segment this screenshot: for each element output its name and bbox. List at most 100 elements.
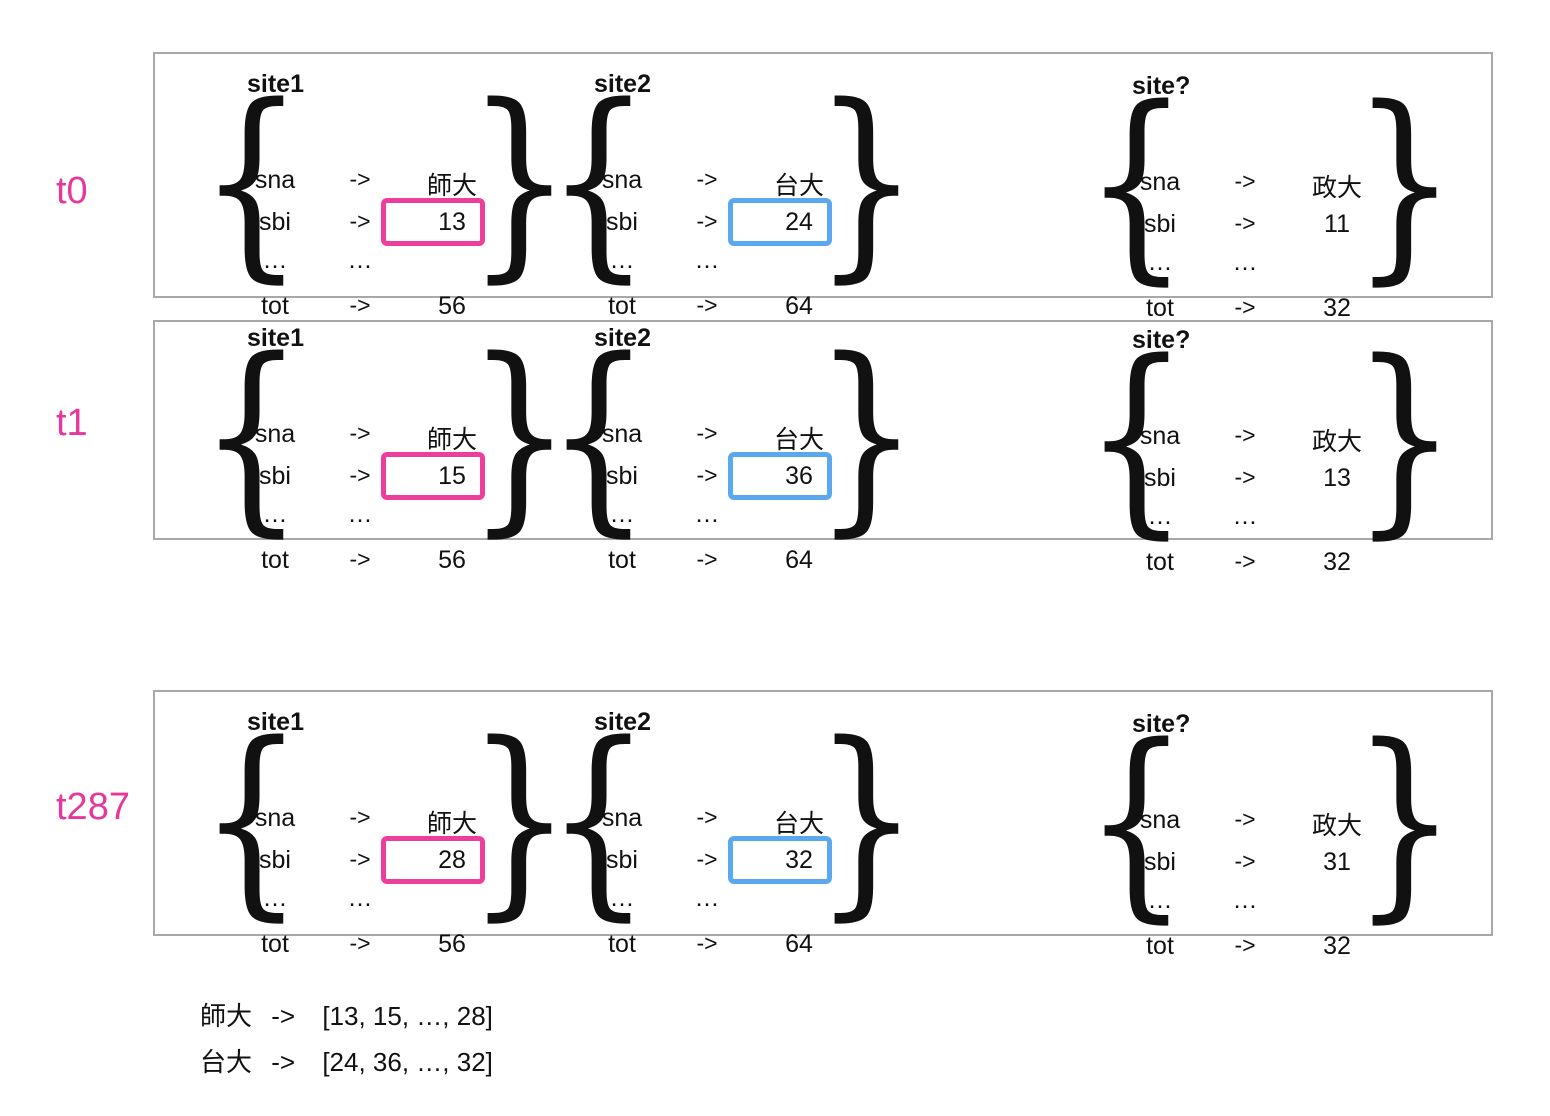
row-key: sna: [601, 420, 643, 448]
row-key: sna: [254, 804, 296, 832]
time-label: t287: [56, 786, 130, 828]
site-title: site2: [594, 70, 651, 98]
row-key: tot: [608, 546, 636, 574]
row-arrow: ->: [349, 292, 371, 318]
row-arrow: ->: [1234, 168, 1256, 194]
frame-panel: [153, 52, 1493, 298]
site-block: site?{} sna -> 政大 sbi -> 13…… tot -> 32: [1084, 326, 1457, 576]
row-value: 師大: [426, 426, 477, 454]
row-value: 師大: [426, 810, 477, 838]
left-brace: {: [546, 315, 651, 555]
row-value: 台大: [773, 810, 824, 838]
row-arrow: …: [694, 500, 720, 528]
summary-name: 台大: [200, 1047, 253, 1077]
row-value: 13: [438, 208, 466, 236]
left-brace: {: [546, 61, 651, 301]
row-key: sbi: [259, 462, 291, 490]
row-key: …: [262, 500, 288, 528]
row-key: sna: [254, 166, 296, 194]
summary-row-shida: 師大 -> [13, 15, …, 28]: [200, 996, 493, 1033]
row-value: 13: [1323, 464, 1351, 492]
summary-values: [24, 36, …, 32]: [322, 1047, 493, 1077]
row-key: sbi: [606, 462, 638, 490]
row-arrow: ->: [349, 208, 371, 234]
site-title: site1: [247, 324, 304, 352]
row-arrow: ->: [1234, 932, 1256, 958]
row-arrow: ->: [696, 420, 718, 446]
row-arrow: ->: [696, 292, 718, 318]
summary-values: [13, 15, …, 28]: [322, 1001, 493, 1031]
row-arrow: ->: [349, 846, 371, 872]
left-brace: {: [1084, 63, 1189, 303]
row-arrow: ->: [349, 462, 371, 488]
highlight-box: [728, 198, 832, 246]
row-key: …: [609, 884, 635, 912]
row-value: 台大: [773, 426, 824, 454]
left-brace: {: [199, 699, 304, 939]
row-key: tot: [608, 930, 636, 958]
row-arrow: …: [694, 884, 720, 912]
summary-row-taida: 台大 -> [24, 36, …, 32]: [200, 1042, 493, 1079]
left-brace: {: [1084, 317, 1189, 557]
row-arrow: …: [694, 246, 720, 274]
summary-name: 師大: [200, 1001, 253, 1031]
row-arrow: ->: [696, 846, 718, 872]
right-brace: }: [814, 61, 919, 301]
right-brace: }: [1352, 63, 1457, 303]
row-arrow: ->: [349, 546, 371, 572]
row-arrow: ->: [349, 930, 371, 956]
left-brace: {: [199, 315, 304, 555]
right-brace: }: [1352, 701, 1457, 941]
row-arrow: ->: [1234, 848, 1256, 874]
row-arrow: ->: [1234, 806, 1256, 832]
site-title: site1: [247, 70, 304, 98]
row-value: 師大: [426, 172, 477, 200]
frame-panel: [153, 320, 1493, 540]
row-value: 31: [1323, 848, 1351, 876]
highlight-box: [381, 198, 485, 246]
row-value: 56: [438, 292, 466, 320]
row-key: …: [262, 246, 288, 274]
row-value: 24: [785, 208, 813, 236]
row-value: 32: [1323, 548, 1351, 576]
row-value: 台大: [773, 172, 824, 200]
row-value: 政大: [1311, 428, 1362, 456]
highlight-box: [381, 452, 485, 500]
row-arrow: ->: [696, 804, 718, 830]
row-arrow: ->: [349, 166, 371, 192]
row-arrow: …: [347, 884, 373, 912]
row-key: sbi: [259, 846, 291, 874]
left-brace: {: [1084, 701, 1189, 941]
row-value: 64: [785, 546, 813, 574]
site-title: site?: [1132, 710, 1191, 738]
row-key: sna: [601, 166, 643, 194]
row-arrow: …: [1232, 248, 1258, 276]
row-key: sbi: [606, 846, 638, 874]
highlight-box: [728, 836, 832, 884]
row-arrow: ->: [696, 208, 718, 234]
row-value: 11: [1324, 210, 1350, 238]
row-key: tot: [261, 292, 289, 320]
row-arrow: ->: [1234, 294, 1256, 320]
right-brace: }: [1352, 317, 1457, 557]
row-value: 32: [785, 846, 813, 874]
row-arrow: ->: [696, 546, 718, 572]
time-label: t0: [56, 170, 88, 212]
row-value: 64: [785, 292, 813, 320]
row-key: tot: [1146, 548, 1174, 576]
site-block: site2{} sna -> 台大 sbi -> 32…… tot -> 64: [546, 708, 919, 958]
row-key: sbi: [1144, 464, 1176, 492]
row-key: tot: [608, 292, 636, 320]
row-key: tot: [261, 546, 289, 574]
site-block: site2{} sna -> 台大 sbi -> 24…… tot -> 64: [546, 70, 919, 320]
frame-panel: [153, 690, 1493, 936]
row-arrow: ->: [1234, 464, 1256, 490]
row-key: sna: [1139, 806, 1181, 834]
row-key: sbi: [1144, 210, 1176, 238]
row-value: 政大: [1311, 812, 1362, 840]
site-title: site?: [1132, 72, 1191, 100]
right-brace: }: [467, 315, 572, 555]
row-key: …: [1147, 886, 1173, 914]
row-arrow: ->: [349, 804, 371, 830]
row-key: …: [609, 246, 635, 274]
